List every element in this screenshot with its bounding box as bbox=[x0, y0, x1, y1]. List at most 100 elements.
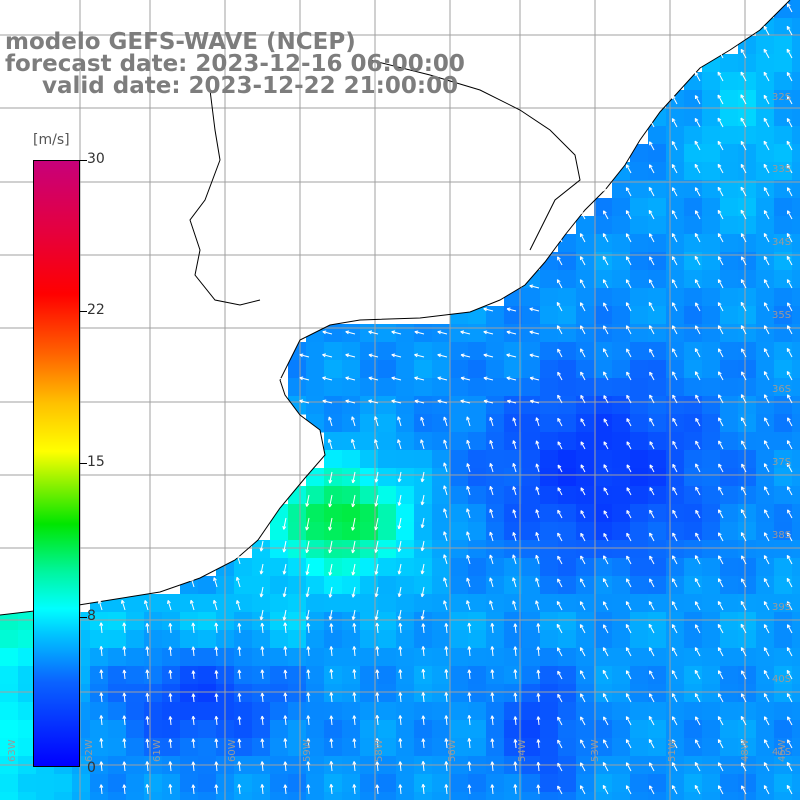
wind-arrow bbox=[414, 330, 425, 335]
wind-arrow bbox=[672, 509, 678, 519]
wind-speed-cell bbox=[396, 684, 415, 703]
wind-arrow bbox=[328, 494, 333, 508]
wind-speed-cell bbox=[612, 504, 631, 523]
wind-speed-cell bbox=[612, 378, 631, 397]
wind-speed-cell bbox=[576, 504, 595, 523]
wind-speed-cell bbox=[594, 630, 613, 649]
wind-speed-cell bbox=[378, 558, 397, 577]
wind-speed-cell bbox=[558, 774, 577, 793]
wind-speed-cell bbox=[720, 54, 739, 73]
wind-speed-cell bbox=[378, 720, 397, 739]
wind-speed-cell bbox=[342, 648, 361, 667]
wind-speed-cell bbox=[360, 612, 379, 631]
wind-speed-cell bbox=[270, 630, 289, 649]
wind-speed-cell bbox=[576, 684, 595, 703]
wind-arrow bbox=[368, 353, 379, 358]
wind-speed-cell bbox=[738, 540, 757, 559]
wind-speed-cell bbox=[738, 234, 757, 253]
wind-arrow bbox=[694, 279, 701, 289]
wind-speed-cell bbox=[612, 324, 631, 343]
wind-arrow bbox=[351, 494, 356, 508]
coastline-line bbox=[0, 0, 791, 616]
wind-arrow bbox=[648, 693, 655, 703]
wind-arrow bbox=[625, 302, 632, 312]
wind-arrow bbox=[557, 716, 563, 726]
wind-speed-cell bbox=[774, 162, 793, 181]
wind-arrow bbox=[145, 716, 150, 726]
wind-speed-cell bbox=[306, 396, 325, 415]
wind-speed-cell bbox=[144, 792, 163, 800]
wind-speed-cell bbox=[414, 450, 433, 469]
wind-arrow bbox=[580, 371, 586, 381]
wind-speed-cell bbox=[450, 450, 469, 469]
wind-speed-cell bbox=[702, 414, 721, 433]
wind-speed-cell bbox=[558, 558, 577, 577]
wind-speed-cell bbox=[378, 432, 397, 451]
longitude-label: 58W bbox=[374, 739, 385, 762]
wind-arrow bbox=[489, 577, 494, 588]
wind-speed-cell bbox=[702, 558, 721, 577]
wind-arrow bbox=[603, 371, 609, 381]
wind-speed-cell bbox=[558, 450, 577, 469]
wind-speed-cell bbox=[324, 324, 343, 343]
wind-arrow bbox=[763, 739, 770, 749]
wind-speed-cell bbox=[648, 360, 667, 379]
wind-arrow bbox=[237, 716, 242, 726]
wind-arrow bbox=[648, 186, 655, 197]
wind-arrow bbox=[305, 494, 310, 507]
wind-arrow bbox=[557, 693, 563, 703]
wind-arrow bbox=[786, 532, 793, 542]
wind-arrow bbox=[672, 486, 678, 496]
wind-arrow bbox=[694, 693, 701, 703]
wind-speed-cell bbox=[558, 288, 577, 307]
wind-speed-cell bbox=[720, 234, 739, 253]
wind-speed-cell bbox=[504, 414, 523, 433]
wind-arrow bbox=[99, 645, 104, 657]
wind-speed-cell bbox=[756, 270, 775, 289]
wind-speed-cell bbox=[756, 360, 775, 379]
wind-speed-cell bbox=[756, 522, 775, 541]
wind-speed-cell bbox=[378, 540, 397, 559]
wind-speed-cell bbox=[702, 90, 721, 109]
wind-speed-cell bbox=[648, 432, 667, 451]
wind-speed-cell bbox=[648, 252, 667, 271]
wind-arrow bbox=[374, 494, 379, 507]
wind-arrow bbox=[189, 599, 195, 611]
wind-arrow bbox=[305, 563, 310, 576]
wind-arrow bbox=[421, 646, 426, 657]
wind-speed-cell bbox=[522, 432, 541, 451]
wind-arrow bbox=[741, 371, 747, 381]
wind-speed-cell bbox=[252, 558, 271, 577]
wind-speed-cell bbox=[720, 612, 739, 631]
wind-arrow bbox=[397, 471, 402, 483]
wind-arrow bbox=[671, 670, 678, 680]
wind-speed-cell bbox=[360, 378, 379, 397]
wind-arrow bbox=[786, 440, 793, 450]
wind-speed-cell bbox=[576, 666, 595, 685]
wind-speed-cell bbox=[648, 342, 667, 361]
wind-arrow bbox=[352, 692, 357, 703]
wind-speed-cell bbox=[504, 738, 523, 757]
wind-speed-cell bbox=[324, 630, 343, 649]
wind-arrow bbox=[671, 95, 678, 105]
wind-speed-cell bbox=[324, 720, 343, 739]
wind-speed-cell bbox=[756, 486, 775, 505]
wind-speed-cell bbox=[288, 666, 307, 685]
wind-speed-cell bbox=[522, 612, 541, 631]
wind-speed-cell bbox=[738, 198, 757, 217]
wind-arrow bbox=[260, 646, 265, 657]
wind-arrow bbox=[489, 485, 494, 496]
wind-speed-cell bbox=[702, 450, 721, 469]
wind-speed-cell bbox=[558, 666, 577, 685]
wind-speed-cell bbox=[738, 720, 757, 739]
wind-arrow bbox=[625, 670, 632, 680]
wind-speed-cell bbox=[468, 414, 487, 433]
wind-arrow bbox=[328, 586, 333, 598]
wind-speed-cell bbox=[486, 468, 505, 487]
wind-speed-cell bbox=[504, 630, 523, 649]
wind-speed-cell bbox=[666, 144, 685, 163]
wind-speed-cell bbox=[522, 558, 541, 577]
wind-speed-cell bbox=[792, 504, 800, 523]
wind-arrow bbox=[603, 418, 609, 427]
wind-speed-cell bbox=[774, 594, 793, 613]
